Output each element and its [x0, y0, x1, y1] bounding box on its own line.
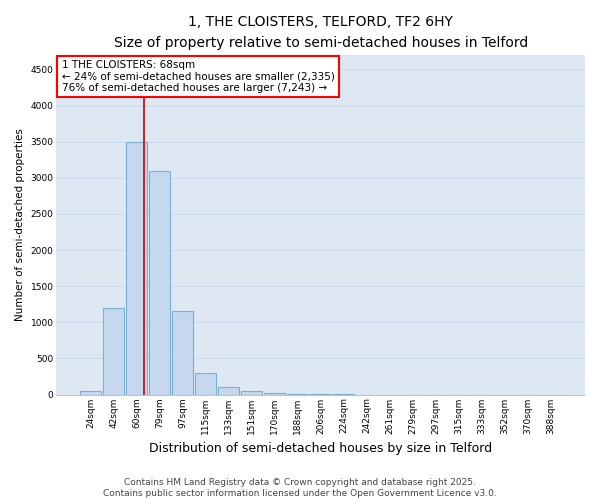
Bar	[149, 170, 170, 394]
Text: Contains HM Land Registry data © Crown copyright and database right 2025.
Contai: Contains HM Land Registry data © Crown c…	[103, 478, 497, 498]
Bar	[127, 142, 147, 394]
Bar	[196, 373, 216, 394]
X-axis label: Distribution of semi-detached houses by size in Telford: Distribution of semi-detached houses by …	[149, 442, 492, 455]
Bar	[103, 308, 124, 394]
Bar	[218, 388, 239, 394]
Text: 1 THE CLOISTERS: 68sqm
← 24% of semi-detached houses are smaller (2,335)
76% of : 1 THE CLOISTERS: 68sqm ← 24% of semi-det…	[62, 60, 334, 93]
Title: 1, THE CLOISTERS, TELFORD, TF2 6HY
Size of property relative to semi-detached ho: 1, THE CLOISTERS, TELFORD, TF2 6HY Size …	[113, 15, 528, 50]
Bar	[241, 391, 262, 394]
Bar	[265, 393, 285, 394]
Y-axis label: Number of semi-detached properties: Number of semi-detached properties	[15, 128, 25, 321]
Bar	[172, 312, 193, 394]
Bar	[80, 391, 101, 394]
